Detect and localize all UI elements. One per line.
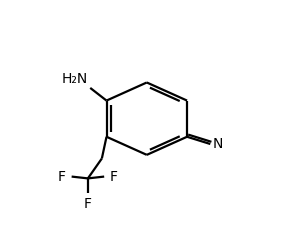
Text: F: F: [110, 170, 118, 184]
Text: F: F: [58, 170, 66, 184]
Text: N: N: [213, 137, 224, 151]
Text: H₂N: H₂N: [62, 72, 88, 86]
Text: F: F: [84, 197, 92, 212]
